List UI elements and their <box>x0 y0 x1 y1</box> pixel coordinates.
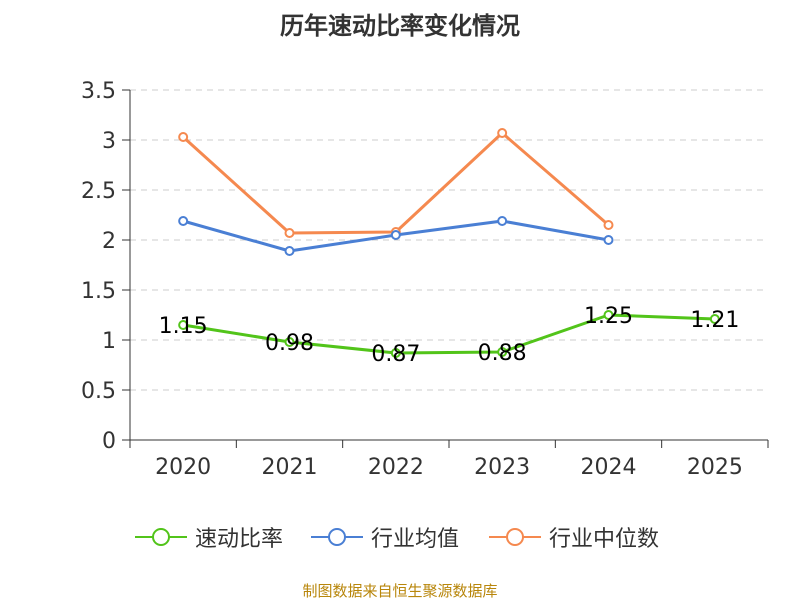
data-point <box>284 228 295 238</box>
y-tick-label: 1 <box>102 329 116 354</box>
data-point <box>178 132 189 142</box>
y-tick-label: 2.5 <box>81 179 116 204</box>
axes: 0 0.5 1 1.5 2 2.5 3 3.5 2020 2021 2022 2023 2024 2025 <box>81 79 769 480</box>
y-tick-label: 2 <box>102 229 116 254</box>
data-label: 1.25 <box>584 304 633 329</box>
legend-item-speed-ratio[interactable]: 速动比率 <box>133 520 283 554</box>
data-point <box>390 230 401 240</box>
legend: 速动比率 行业均值 行业中位数 <box>0 520 800 554</box>
source-note: 制图数据来自恒生聚源数据库 <box>302 582 498 600</box>
legend-item-industry-avg[interactable]: 行业均值 <box>309 520 459 554</box>
y-tick-label: 0 <box>102 429 116 454</box>
data-point <box>390 348 401 358</box>
data-label: 1.15 <box>159 314 208 339</box>
data-point <box>497 128 508 138</box>
x-tick-label: 2020 <box>155 455 211 480</box>
data-labels: 1.15 0.98 0.87 0.88 1.25 1.21 <box>159 304 740 367</box>
x-tick-label: 2024 <box>581 455 637 480</box>
legend-line-icon <box>489 528 541 546</box>
data-label: 1.21 <box>690 308 739 333</box>
chart-title: 历年速动比率变化情况 <box>280 12 520 40</box>
series-line-2 <box>182 131 610 235</box>
x-tick-label: 2022 <box>368 455 424 480</box>
data-label: 0.88 <box>478 341 527 366</box>
data-point <box>284 246 295 256</box>
series-lines <box>178 128 720 358</box>
x-tick-label: 2021 <box>262 455 318 480</box>
legend-item-industry-median[interactable]: 行业中位数 <box>487 520 659 554</box>
data-point <box>497 347 508 357</box>
legend-label: 行业中位数 <box>549 527 660 552</box>
x-tick-label: 2023 <box>474 455 530 480</box>
y-tick-label: 1.5 <box>81 279 116 304</box>
data-point <box>603 235 614 245</box>
legend-label: 速动比率 <box>195 527 284 552</box>
data-point <box>709 314 720 324</box>
data-point <box>178 216 189 226</box>
legend-line-icon <box>135 528 187 546</box>
data-label: 0.98 <box>265 331 314 356</box>
y-tick-label: 0.5 <box>81 379 116 404</box>
data-point <box>284 337 295 347</box>
data-point <box>603 310 614 320</box>
data-point <box>603 220 614 230</box>
data-label: 0.87 <box>371 342 420 367</box>
y-tick-label: 3 <box>102 129 116 154</box>
legend-line-icon <box>311 528 363 546</box>
legend-label: 行业均值 <box>371 527 460 552</box>
data-point <box>497 216 508 226</box>
series-line-0 <box>182 313 715 355</box>
data-point <box>178 320 189 330</box>
grid-lines <box>130 89 768 391</box>
y-tick-label: 3.5 <box>81 79 116 104</box>
x-tick-label: 2025 <box>687 455 743 480</box>
